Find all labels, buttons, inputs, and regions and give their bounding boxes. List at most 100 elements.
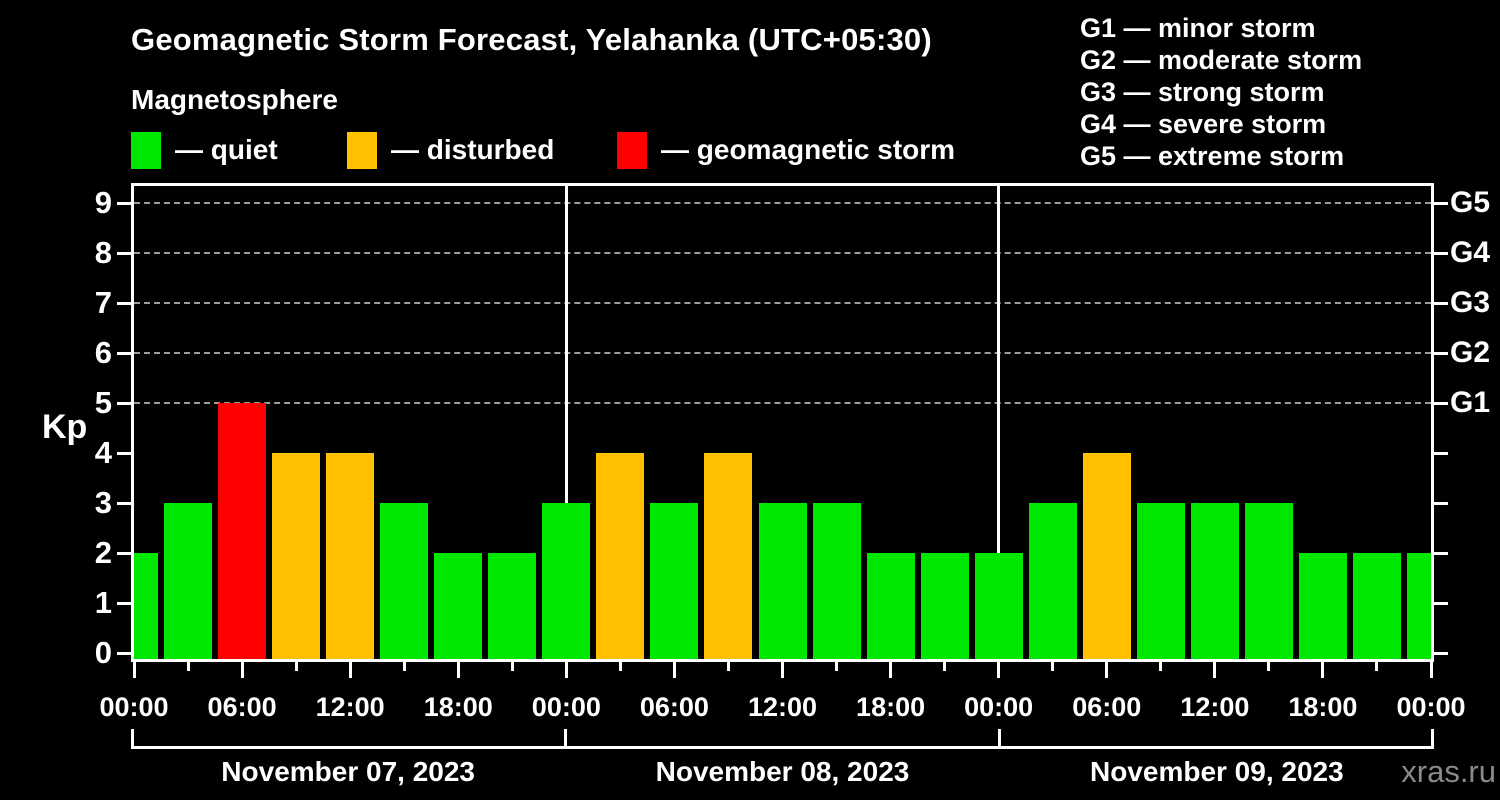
- kp-bar: [434, 553, 483, 659]
- x-tick-label: 12:00: [1180, 692, 1250, 722]
- x-axis-tick: [997, 662, 1001, 678]
- g-scale-legend: G1 — minor storm G2 — moderate storm G3 — …: [1080, 12, 1362, 172]
- g-scale-legend-line: G3 — strong storm: [1080, 77, 1325, 107]
- watermark: xras.ru: [1401, 754, 1496, 789]
- x-tick-label: 12:00: [747, 692, 818, 722]
- x-axis-tick: [564, 662, 568, 678]
- date-bracket-line: [131, 746, 1434, 749]
- kp-bar: [704, 453, 753, 659]
- legend-item-disturbed: — disturbed: [347, 131, 554, 169]
- x-tick-label: 00:00: [99, 692, 169, 722]
- x-axis-tick: [294, 662, 298, 671]
- y-tick-label: 6: [94, 335, 112, 370]
- kp-bar: [1136, 503, 1185, 659]
- date-bracket-cap: [564, 729, 567, 749]
- page-title: Geomagnetic Storm Forecast, Yelahanka (U…: [131, 22, 932, 57]
- y-tick-label: 9: [94, 185, 112, 220]
- x-tick-label: 18:00: [1288, 692, 1358, 722]
- right-axis-tick: [1434, 301, 1448, 305]
- x-axis-tick: [1105, 662, 1109, 678]
- y-axis-tick: [117, 301, 131, 305]
- right-axis-tick: [1434, 201, 1448, 205]
- kp-bar: [1190, 503, 1239, 659]
- chart-plot-area: [131, 183, 1434, 662]
- x-axis-tick: [456, 662, 460, 678]
- x-axis-tick: [781, 662, 784, 678]
- x-tick-label: 06:00: [639, 692, 709, 722]
- gridline-kp7: [134, 302, 1431, 304]
- x-axis-tick: [132, 662, 136, 678]
- x-tick-label: 18:00: [856, 692, 926, 722]
- g-scale-label: G2: [1450, 336, 1491, 369]
- kp-bar: [134, 553, 158, 659]
- x-tick-label: 00:00: [531, 692, 601, 722]
- right-axis-tick: [1434, 601, 1448, 605]
- x-tick-label: 06:00: [1072, 692, 1142, 722]
- y-tick-label: 8: [94, 235, 112, 270]
- date-bracket-cap: [998, 729, 1001, 749]
- x-axis-tick: [402, 662, 406, 671]
- right-axis-tick: [1434, 501, 1448, 505]
- right-axis-tick: [1434, 351, 1448, 355]
- kp-bar: [1244, 503, 1293, 659]
- x-tick-label: 12:00: [315, 692, 385, 722]
- x-axis-tick: [1375, 662, 1379, 671]
- y-axis-tick: [117, 551, 131, 555]
- y-tick-label: 2: [94, 535, 112, 570]
- kp-bar: [1028, 503, 1077, 659]
- kp-bar: [920, 553, 969, 659]
- legend-label-storm: — geomagnetic storm: [661, 134, 956, 165]
- y-axis-tick: [117, 351, 131, 355]
- kp-bar: [596, 453, 645, 659]
- x-axis-tick: [1159, 662, 1163, 671]
- right-axis-tick: [1434, 251, 1448, 255]
- kp-bar: [326, 453, 375, 659]
- g-scale-label: G5: [1450, 186, 1491, 219]
- kp-bar: [164, 503, 213, 659]
- day-separator: [997, 186, 1001, 659]
- kp-bar: [974, 553, 1023, 659]
- right-axis-tick: [1434, 401, 1448, 405]
- x-axis-tick: [1051, 662, 1055, 671]
- x-tick-label: 18:00: [423, 692, 493, 722]
- kp-bar: [272, 453, 321, 659]
- x-axis-tick: [510, 662, 514, 671]
- x-axis-tick: [726, 662, 730, 671]
- x-axis-tick: [835, 662, 839, 671]
- y-axis-tick: [117, 651, 131, 655]
- chart-subtitle: Magnetosphere: [131, 84, 338, 115]
- y-tick-label: 3: [94, 485, 112, 520]
- date-bracket-cap: [1431, 729, 1434, 749]
- y-tick-label: 1: [94, 585, 112, 620]
- kp-bar: [758, 503, 807, 659]
- right-axis-tick: [1434, 451, 1448, 455]
- y-tick-label: 7: [94, 285, 112, 320]
- x-axis-tick: [943, 662, 947, 671]
- g-scale-label: G3: [1450, 286, 1491, 319]
- g-scale-legend-line: G4 — severe storm: [1080, 109, 1327, 139]
- kp-bar: [218, 403, 267, 659]
- x-tick-label: 00:00: [1396, 692, 1466, 722]
- kp-bar: [1082, 453, 1131, 659]
- gridline-kp8: [134, 252, 1431, 254]
- day-separator: [564, 186, 568, 659]
- x-axis-tick: [1213, 662, 1217, 678]
- x-axis-tick: [889, 662, 893, 678]
- g-scale-legend-line: G2 — moderate storm: [1080, 45, 1363, 75]
- legend-label-quiet: — quiet: [175, 134, 278, 165]
- kp-bar: [866, 553, 915, 659]
- x-axis-tick: [1321, 662, 1325, 678]
- g-scale-legend-line: G1 — minor storm: [1080, 13, 1316, 43]
- date-label: November 08, 2023: [655, 756, 910, 787]
- y-axis-tick: [117, 451, 131, 455]
- x-axis-tick: [1429, 662, 1433, 678]
- x-tick-label: 00:00: [964, 692, 1034, 722]
- x-axis-tick: [186, 662, 190, 671]
- legend-item-quiet: — quiet: [131, 131, 278, 169]
- x-axis-tick: [618, 662, 622, 671]
- gridline-kp9: [134, 202, 1431, 204]
- y-axis-tick: [117, 501, 131, 505]
- date-label: November 09, 2023: [1089, 756, 1344, 787]
- kp-bar: [1352, 553, 1401, 659]
- kp-bar: [488, 553, 537, 659]
